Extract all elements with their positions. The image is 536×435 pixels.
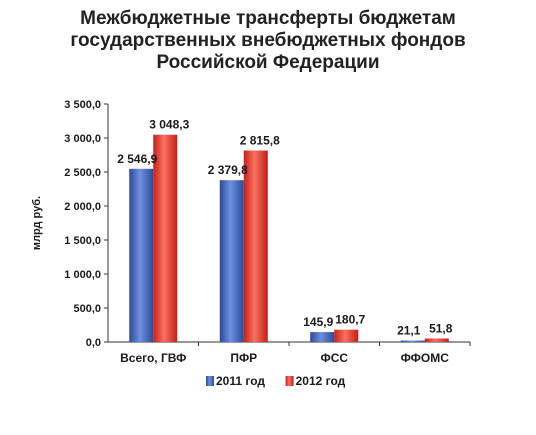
y-axis-label: млрд руб. bbox=[31, 196, 43, 250]
chart-title-line-2: государственных внебюджетных фондов bbox=[70, 30, 466, 51]
y-tick-label: 1 500,0 bbox=[64, 235, 101, 247]
data-label: 145,9 bbox=[303, 315, 333, 329]
data-label: 2 815,8 bbox=[240, 134, 280, 148]
legend-label: 2012 год bbox=[296, 374, 346, 388]
chart-axes: 0,0 500,0 1 000,0 1 500,0 2 000,0 2 500,0 3 00… bbox=[31, 99, 471, 349]
bar-series-1 bbox=[219, 180, 244, 342]
chart-bars bbox=[129, 134, 449, 342]
legend-swatch bbox=[206, 376, 214, 386]
x-category-label: ПФР bbox=[230, 351, 257, 365]
x-category-label: ФСС bbox=[320, 351, 348, 365]
data-label: 2 379,8 bbox=[208, 163, 248, 177]
bar-series-1 bbox=[400, 340, 425, 342]
y-tick-label: 2 500,0 bbox=[64, 167, 101, 179]
x-category-label: Всего, ГВФ bbox=[120, 351, 186, 365]
bar-series-1 bbox=[129, 168, 154, 342]
y-tick-label: 0,0 bbox=[86, 337, 101, 349]
y-tick-label: 3 000,0 bbox=[64, 133, 101, 145]
legend-swatch bbox=[285, 376, 294, 386]
chart-title: Межбюджетные трансферты бюджетам государ… bbox=[0, 8, 536, 74]
legend-label: 2011 год bbox=[216, 374, 265, 388]
data-label: 180,7 bbox=[335, 313, 365, 327]
y-tick-label: 1 000,0 bbox=[64, 269, 101, 281]
chart-title-line-1: Межбюджетные трансферты бюджетам bbox=[80, 8, 456, 29]
chart-title-line-3: Российской Федерации bbox=[156, 52, 380, 73]
y-tick-label: 3 500,0 bbox=[64, 99, 101, 111]
bar-series-2 bbox=[243, 150, 268, 342]
x-category-label: ФФОМС bbox=[401, 351, 450, 365]
data-label: 3 048,3 bbox=[149, 118, 189, 132]
y-tick-label: 500,0 bbox=[73, 303, 101, 315]
bar-series-2 bbox=[153, 134, 178, 342]
chart-legend: 2011 год 2012 год bbox=[206, 374, 346, 388]
bar-series-2 bbox=[424, 338, 449, 342]
data-label: 21,1 bbox=[397, 324, 421, 338]
chart-labels: Всего, ГВФ 2 546,9 3 048,3 ПФР 2 379,8 2 815,… bbox=[117, 118, 453, 365]
bar-series-1 bbox=[310, 332, 335, 342]
data-label: 2 546,9 bbox=[117, 152, 157, 166]
y-tick-label: 2 000,0 bbox=[64, 201, 101, 213]
bar-series-2 bbox=[334, 329, 359, 342]
data-label: 51,8 bbox=[429, 321, 453, 335]
